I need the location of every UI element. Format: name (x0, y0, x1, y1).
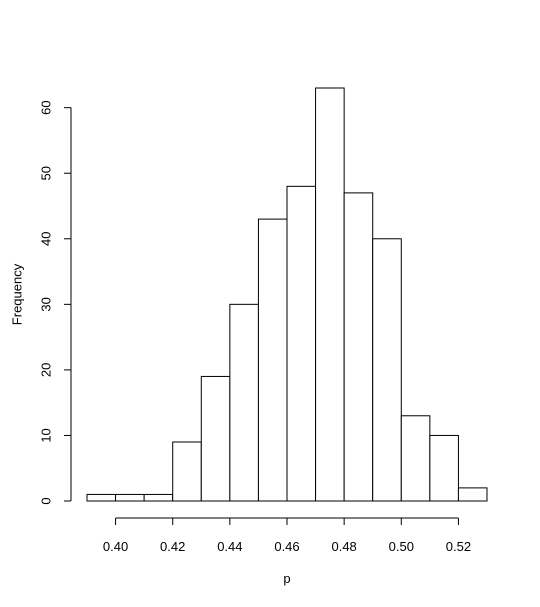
x-axis-title: p (283, 571, 290, 586)
histogram-bar-12 (429, 434, 459, 502)
y-axis-title: Frequency (9, 263, 24, 325)
y-tick-label-0: 0 (38, 497, 53, 504)
y-tick-label-1: 10 (38, 428, 53, 442)
histogram-bar-11 (400, 415, 431, 502)
histogram-bar-13 (457, 487, 488, 502)
histogram-bar-7 (286, 185, 317, 502)
histogram-bar-6 (257, 218, 288, 502)
histogram-bars (86, 87, 488, 502)
histogram-bar-2 (143, 493, 174, 502)
y-tick-label-6: 60 (38, 100, 53, 114)
histogram-bar-1 (115, 493, 145, 502)
y-tick-label-4: 40 (38, 232, 53, 246)
x-tick-label-2: 0.44 (217, 539, 242, 554)
histogram-bar-8 (315, 87, 345, 502)
histogram-bar-0 (86, 493, 117, 502)
histogram-bar-5 (229, 303, 259, 502)
y-axis: 0 10 20 30 40 50 60 (38, 100, 72, 505)
x-tick-label-0: 0.40 (103, 539, 128, 554)
x-tick-label-3: 0.46 (274, 539, 299, 554)
histogram-bar-10 (372, 238, 402, 502)
y-tick-label-2: 20 (38, 363, 53, 377)
y-tick-label-3: 30 (38, 297, 53, 311)
x-axis: 0.40 0.42 0.44 0.46 0.48 0.50 0.52 (103, 517, 471, 554)
y-tick-label-5: 50 (38, 166, 53, 180)
x-tick-label-5: 0.50 (389, 539, 414, 554)
x-tick-label-1: 0.42 (160, 539, 185, 554)
x-tick-label-6: 0.52 (446, 539, 471, 554)
histogram-bar-9 (343, 192, 374, 502)
histogram-bar-4 (200, 375, 231, 502)
x-tick-label-4: 0.48 (331, 539, 356, 554)
histogram-bar-3 (172, 441, 202, 502)
